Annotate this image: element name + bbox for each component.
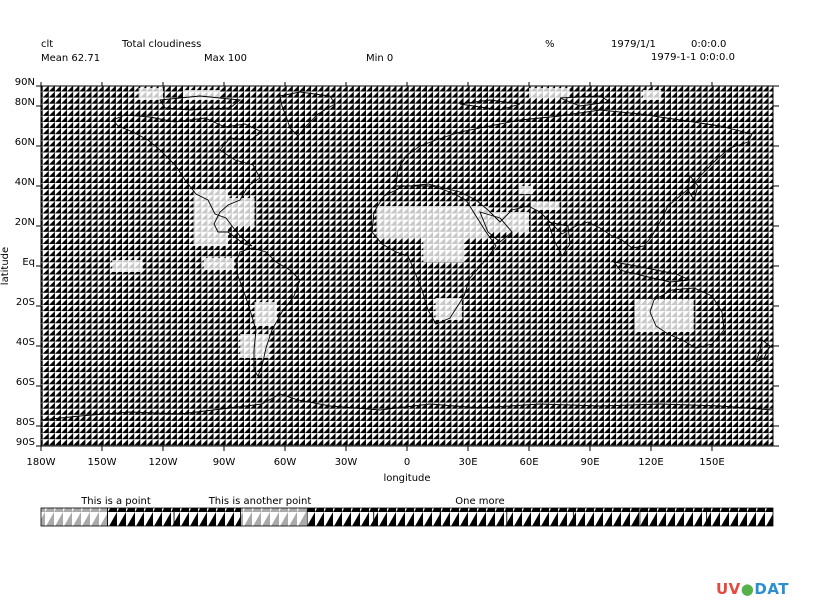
x-tick-label: 60W	[274, 457, 297, 468]
low-cloud-region	[183, 90, 220, 100]
legend-swatch	[306, 507, 375, 527]
x-tick-label: 150E	[699, 457, 724, 468]
x-tick-label: 180W	[27, 457, 56, 468]
min-label: Min 0	[366, 53, 394, 64]
y-axis: 90N 80N 60N 40N 20N Eq 20S 40S 60S 80S 90S	[15, 77, 779, 448]
y-tick-label: 20N	[15, 217, 35, 228]
low-cloud-region	[376, 206, 489, 238]
x-tick-label: 120E	[638, 457, 663, 468]
continent-outlines	[41, 91, 773, 421]
x-tick-label: 30E	[458, 457, 477, 468]
y-tick-label: 40N	[15, 177, 35, 188]
legend-label: One more	[455, 496, 504, 507]
low-cloud-region	[488, 212, 529, 232]
x-axis: 180W 150W 120W 90W 60W 30W 0 30E 60E 90E 120E 150E	[27, 82, 725, 468]
timestamp-label: 1979-1-1 0:0:0.0	[651, 52, 735, 63]
legend-label: This is another point	[208, 496, 312, 507]
cloudiness-fill-high	[41, 86, 773, 446]
low-cloud-region	[518, 186, 534, 194]
low-cloud-region	[423, 238, 464, 262]
y-tick-label: 80N	[15, 97, 35, 108]
date-label: 1979/1/1	[611, 39, 656, 50]
legend: This is a point This is another point One …	[40, 496, 774, 527]
x-tick-label: 90W	[213, 457, 236, 468]
x-tick-label: 60E	[519, 457, 538, 468]
legend-swatch	[439, 507, 508, 527]
y-tick-label: 90S	[16, 437, 35, 448]
y-tick-label: 60S	[16, 377, 35, 388]
legend-swatch	[572, 507, 641, 527]
low-cloud-region	[138, 88, 163, 100]
y-tick-label: 40S	[16, 337, 35, 348]
low-cloud-region	[228, 198, 255, 226]
legend-swatch	[40, 507, 108, 527]
variable-long-name: Total cloudiness	[122, 39, 202, 50]
x-tick-label: 90E	[580, 457, 599, 468]
low-cloud-region	[634, 300, 694, 332]
y-axis-title: latitude	[0, 247, 11, 285]
legend-swatch	[173, 507, 242, 527]
legend-swatch	[639, 507, 707, 527]
plot-area	[40, 85, 774, 447]
mean-label: Mean 62.71	[41, 53, 101, 64]
x-tick-label: 120W	[149, 457, 178, 468]
x-tick-label: 30W	[335, 457, 358, 468]
y-tick-label: 80S	[16, 417, 35, 428]
max-label: Max 100	[204, 53, 247, 64]
legend-swatch	[373, 507, 441, 527]
low-cloud-region	[193, 190, 229, 246]
x-tick-label: 150W	[88, 457, 117, 468]
y-tick-label: Eq	[22, 257, 35, 268]
uvcdat-logo: UV●DAT	[716, 580, 790, 598]
legend-swatch	[506, 507, 574, 527]
legend-swatch	[107, 507, 175, 527]
low-cloud-region	[531, 202, 560, 210]
y-tick-label: 90N	[15, 77, 35, 88]
low-cloud-region	[203, 258, 235, 270]
variable-name: clt	[41, 39, 54, 50]
y-tick-label: 60N	[15, 137, 35, 148]
x-tick-label: 0	[404, 457, 410, 468]
time-label: 0:0:0.0	[691, 39, 727, 50]
low-cloud-region	[642, 90, 662, 100]
x-axis-title: longitude	[383, 473, 430, 484]
legend-label: This is a point	[80, 496, 151, 507]
low-cloud-region	[254, 302, 277, 326]
low-cloud-region	[112, 260, 143, 272]
low-cloud-region	[435, 298, 462, 320]
legend-swatch	[706, 507, 774, 527]
legend-swatch	[240, 507, 308, 527]
units-label: %	[545, 39, 555, 50]
y-tick-label: 20S	[16, 297, 35, 308]
low-cloud-region	[529, 88, 570, 98]
